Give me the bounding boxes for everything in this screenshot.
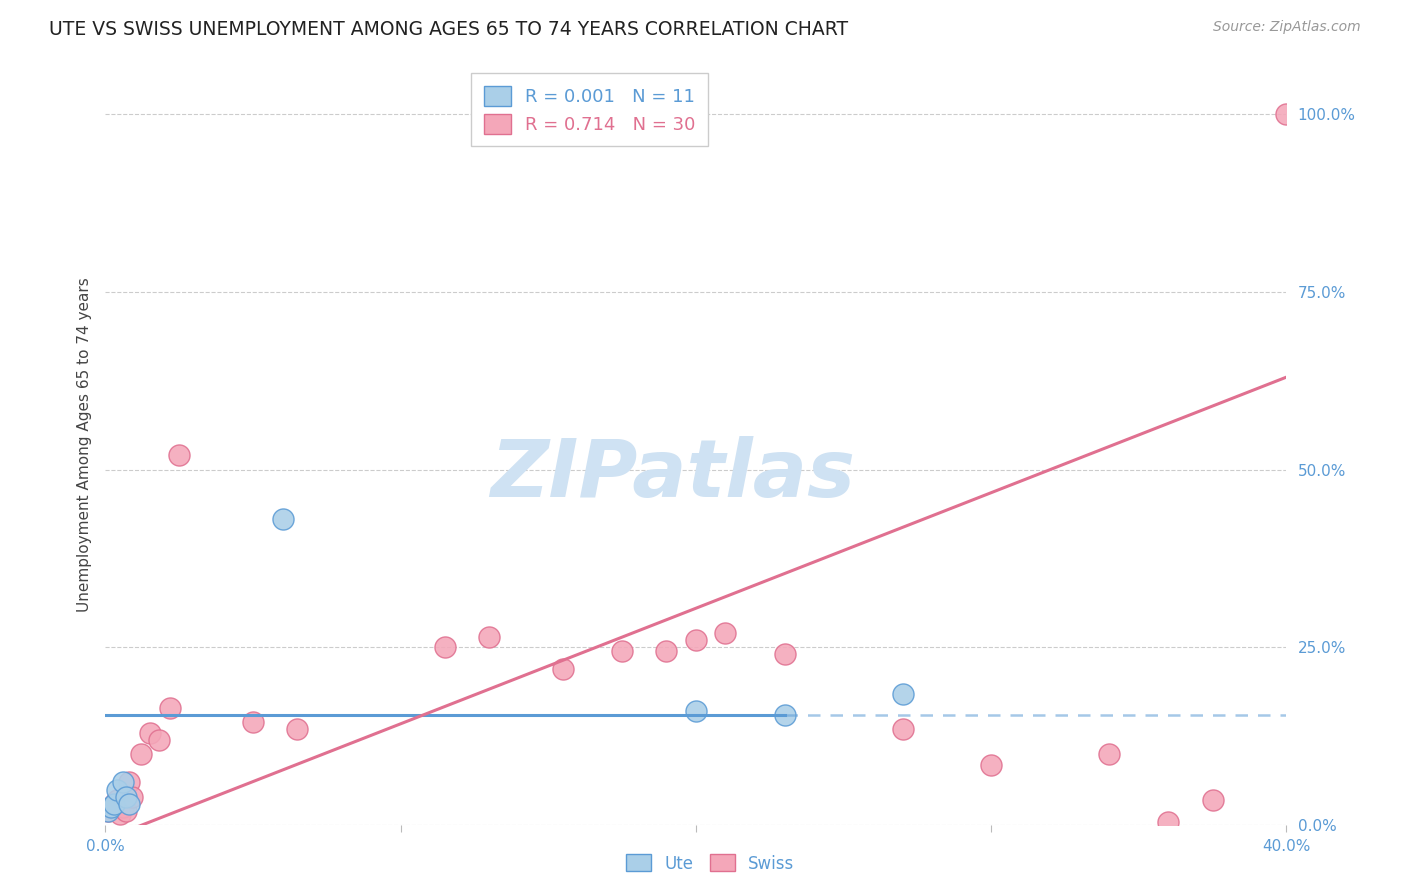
Point — [138, 725, 162, 739]
Point — [118, 797, 141, 811]
Legend: R = 0.001   N = 11, R = 0.714   N = 30: R = 0.001 N = 11, R = 0.714 N = 30 — [471, 73, 709, 146]
Point — [980, 757, 1002, 772]
Point — [148, 732, 170, 747]
Point — [112, 800, 135, 814]
Point — [685, 704, 707, 718]
Point — [129, 747, 152, 761]
Point — [655, 644, 678, 658]
Point — [105, 793, 128, 807]
Point — [685, 633, 707, 648]
Point — [105, 782, 128, 797]
Text: ZIPatlas: ZIPatlas — [489, 436, 855, 514]
Point — [1201, 793, 1223, 807]
Point — [110, 807, 132, 822]
Point — [100, 800, 122, 814]
Point — [121, 789, 143, 804]
Point — [271, 512, 294, 526]
Point — [1275, 107, 1298, 121]
Point — [1157, 814, 1180, 829]
Point — [115, 789, 138, 804]
Point — [159, 700, 181, 714]
Point — [610, 644, 633, 658]
Point — [112, 775, 135, 789]
Point — [773, 707, 796, 722]
Point — [773, 648, 796, 662]
Y-axis label: Unemployment Among Ages 65 to 74 years: Unemployment Among Ages 65 to 74 years — [76, 277, 91, 612]
Point — [97, 804, 120, 818]
Point — [100, 800, 122, 814]
Point — [97, 804, 120, 818]
Point — [103, 797, 125, 811]
Point — [433, 640, 456, 655]
Legend: Ute, Swiss: Ute, Swiss — [619, 847, 801, 880]
Point — [551, 662, 574, 676]
Text: Source: ZipAtlas.com: Source: ZipAtlas.com — [1213, 20, 1361, 34]
Point — [115, 804, 138, 818]
Point — [1098, 747, 1121, 761]
Point — [891, 687, 914, 701]
Point — [891, 722, 914, 736]
Text: UTE VS SWISS UNEMPLOYMENT AMONG AGES 65 TO 74 YEARS CORRELATION CHART: UTE VS SWISS UNEMPLOYMENT AMONG AGES 65 … — [49, 20, 848, 38]
Point — [242, 714, 264, 729]
Point — [478, 630, 501, 644]
Point — [714, 626, 737, 640]
Point — [169, 448, 191, 462]
Point — [287, 722, 309, 736]
Point — [118, 775, 141, 789]
Point — [103, 797, 125, 811]
